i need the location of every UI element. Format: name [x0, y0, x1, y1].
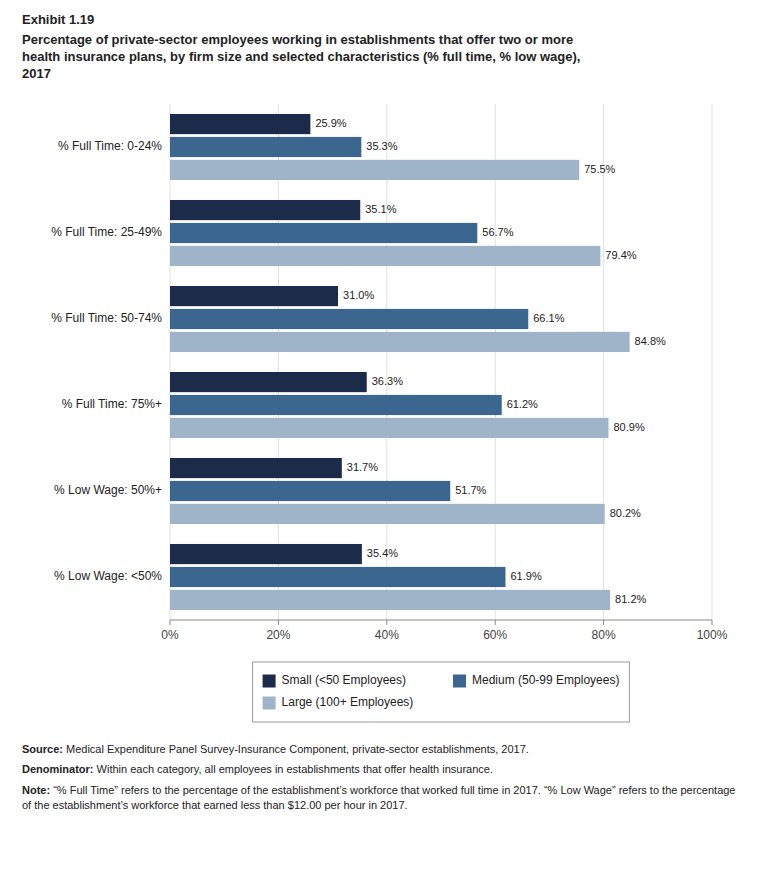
data-label: 25.9% [315, 117, 346, 129]
data-label: 80.2% [610, 507, 641, 519]
footnote-label: Denominator: [22, 763, 94, 775]
category-label: % Low Wage: <50% [54, 569, 162, 583]
tick-mark [712, 620, 713, 625]
data-label: 81.2% [615, 593, 646, 605]
data-label: 56.7% [482, 226, 513, 238]
tick-label: 60% [483, 628, 507, 642]
legend-label: Small (<50 Employees) [282, 673, 406, 687]
category-label: % Low Wage: 50%+ [54, 483, 162, 497]
bar [170, 137, 361, 157]
data-label: 61.9% [510, 570, 541, 582]
grid-line [712, 104, 713, 620]
data-label: 36.3% [372, 375, 403, 387]
bar [170, 309, 528, 329]
legend-swatch [263, 697, 276, 710]
bar [170, 418, 608, 438]
chart: Exhibit 1.19 Percentage of private-sector… [0, 0, 758, 740]
bar [170, 332, 630, 352]
data-label: 79.4% [605, 249, 636, 261]
data-label: 51.7% [455, 484, 486, 496]
grid-line [170, 104, 171, 620]
legend-swatch [263, 675, 276, 688]
bar [170, 567, 505, 587]
footnote-label: Source: [22, 743, 63, 755]
tick-mark [495, 620, 496, 625]
bar [170, 590, 610, 610]
legend-label: Large (100+ Employees) [282, 695, 414, 709]
tick-label: 100% [697, 628, 728, 642]
data-label: 35.4% [367, 547, 398, 559]
legend: Small (<50 Employees) Medium (50-99 Emplo… [253, 662, 630, 722]
bar [170, 223, 477, 243]
data-label: 35.1% [365, 203, 396, 215]
grid-line [386, 104, 387, 620]
category-label: % Full Time: 75%+ [62, 397, 162, 411]
category-label: % Full Time: 0-24% [58, 139, 162, 153]
title: Exhibit 1.19 [22, 12, 94, 27]
tick-mark [170, 620, 171, 625]
grid-line [278, 104, 279, 620]
subtitle: health insurance plans, by firm size and… [22, 49, 580, 64]
footnote: Note: “% Full Time” refers to the percen… [22, 783, 736, 814]
bars [170, 114, 630, 610]
category-label: % Full Time: 25-49% [51, 225, 162, 239]
footnote-label: Note: [22, 784, 50, 796]
grid-line [603, 104, 604, 620]
data-label: 31.7% [347, 461, 378, 473]
data-label: 31.0% [343, 289, 374, 301]
footnotes: Source: Medical Expenditure Panel Survey… [22, 742, 736, 819]
footnote: Source: Medical Expenditure Panel Survey… [22, 742, 736, 757]
bar [170, 372, 367, 392]
grid [170, 104, 712, 620]
tick-label: 80% [592, 628, 616, 642]
tick-label: 40% [375, 628, 399, 642]
legend-label: Medium (50-99 Employees) [472, 673, 619, 687]
footnote-text: Within each category, all employees in e… [94, 763, 493, 775]
bar [170, 246, 600, 266]
legend-frame [253, 662, 630, 722]
bar [170, 504, 605, 524]
data-label: 80.9% [613, 421, 644, 433]
footnote: Denominator: Within each category, all e… [22, 762, 736, 777]
data-label: 61.2% [507, 398, 538, 410]
bar [170, 160, 579, 180]
bar [170, 286, 338, 306]
data-labels: 25.9% 35.1% 31.0% 36.3% 31.7% 35.4% 35.3% 56.7%… [315, 117, 666, 605]
tick-mark [386, 620, 387, 625]
data-label: 35.3% [366, 140, 397, 152]
legend-swatch [453, 675, 466, 688]
data-label: 75.5% [584, 163, 615, 175]
subtitle: 2017 [22, 66, 51, 81]
footnote-text: Medical Expenditure Panel Survey-Insuran… [63, 743, 529, 755]
bar [170, 114, 310, 134]
bar [170, 200, 360, 220]
data-label: 84.8% [635, 335, 666, 347]
bar [170, 395, 502, 415]
footnote-text: “% Full Time” refers to the percentage o… [22, 784, 739, 811]
tick-mark [278, 620, 279, 625]
tick-mark [603, 620, 604, 625]
grid-line [495, 104, 496, 620]
data-label: 66.1% [533, 312, 564, 324]
bar [170, 458, 342, 478]
bar [170, 481, 450, 501]
category-label: % Full Time: 50-74% [51, 311, 162, 325]
x-axis-line [170, 620, 712, 621]
subtitle: Percentage of private-sector employees w… [22, 32, 573, 47]
tick-label: 0% [161, 628, 179, 642]
bar [170, 544, 362, 564]
tick-label: 20% [266, 628, 290, 642]
